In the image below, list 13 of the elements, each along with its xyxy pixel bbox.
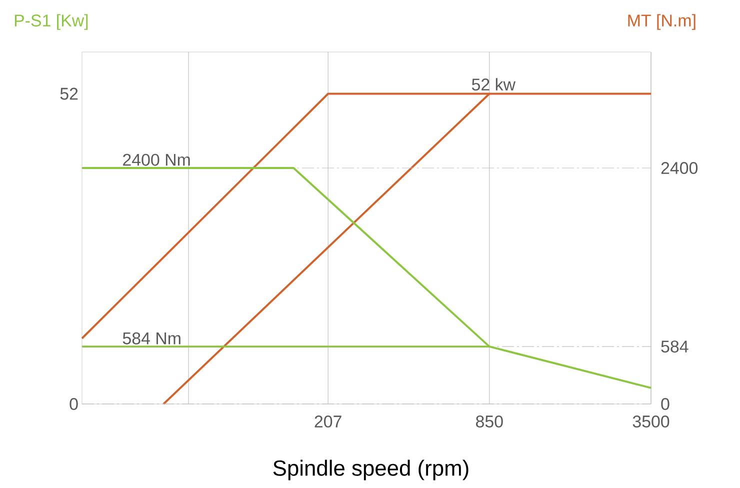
series-label: 52 kw (472, 78, 516, 91)
y2-tick-label: 2400 (661, 162, 698, 174)
x-tick-label: 3500 (632, 416, 670, 428)
y2-axis-title: MT [N.m] (628, 14, 696, 30)
x-tick-label: 207 (314, 416, 342, 428)
y-axis-title: P-S1 [Kw] (14, 14, 88, 30)
x-axis-title: Spindle speed (rpm) (273, 460, 468, 480)
series-label: 584 Nm (122, 332, 180, 344)
x-tick-label: 850 (476, 416, 503, 428)
y2-tick-label: 0 (661, 398, 670, 410)
y-tick-label: 52 (60, 88, 78, 100)
y2-tick-label: 584 (661, 340, 688, 353)
series-label: 2400 Nm (123, 154, 190, 166)
